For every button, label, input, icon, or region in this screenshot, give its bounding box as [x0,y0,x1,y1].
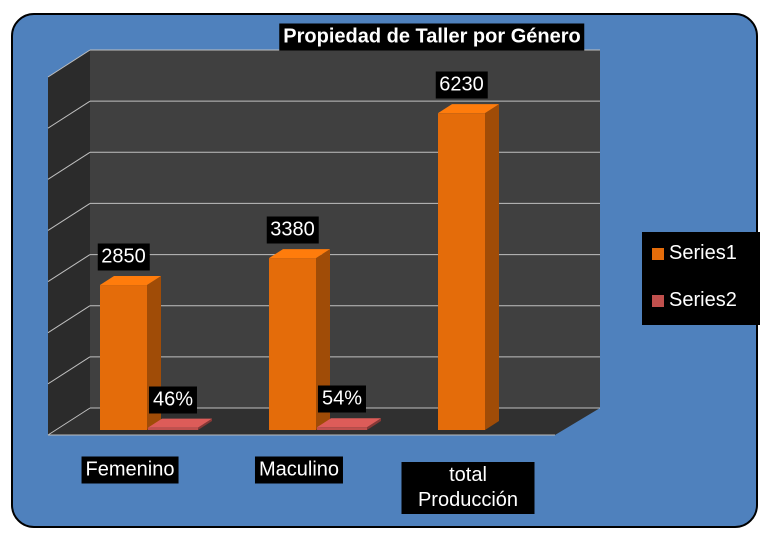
bar-face [367,418,381,430]
bar-face [438,104,499,114]
bar-face [100,285,147,430]
legend-entry: Series1 [652,242,737,265]
grid-line [47,254,91,282]
bar-face [198,418,212,430]
bar-face [148,418,212,428]
x-tick-label: Maculino [254,456,344,484]
grid-line [47,203,91,231]
bar [438,104,499,430]
legend-swatch [652,247,664,260]
grid-line [47,151,91,180]
bar-face [316,249,330,430]
grid-line [47,407,91,436]
grid-line [47,100,91,129]
legend-entry: Series2 [652,289,737,312]
bar-face [148,427,198,430]
bar-face [100,276,161,286]
x-tick-label: total Producción [401,462,535,514]
legend-label: Series2 [669,289,737,311]
bar-face [317,418,381,428]
data-label: 3380 [266,216,319,244]
bar-face [269,258,316,430]
grid-line [47,49,91,78]
data-label: 46% [148,386,198,414]
bar [317,418,381,430]
grid-line [47,305,91,334]
bar-face [269,249,330,259]
legend: Series1 Series2 [642,232,760,325]
back-wall [90,50,600,408]
x-tick-label: Femenino [81,456,179,484]
bar-face [485,104,499,430]
grid-line [47,356,91,385]
data-label: 2850 [97,243,150,271]
bar [148,418,212,430]
bar-face [317,427,367,430]
side-wall [48,50,90,435]
data-label: 6230 [435,71,488,99]
legend-label: Series1 [669,242,737,264]
data-label: 54% [317,385,367,413]
bar-face [438,113,485,430]
bar [269,249,330,430]
bar [100,276,161,430]
chart-title: Propiedad de Taller por Género [279,23,585,51]
legend-swatch [652,294,664,307]
